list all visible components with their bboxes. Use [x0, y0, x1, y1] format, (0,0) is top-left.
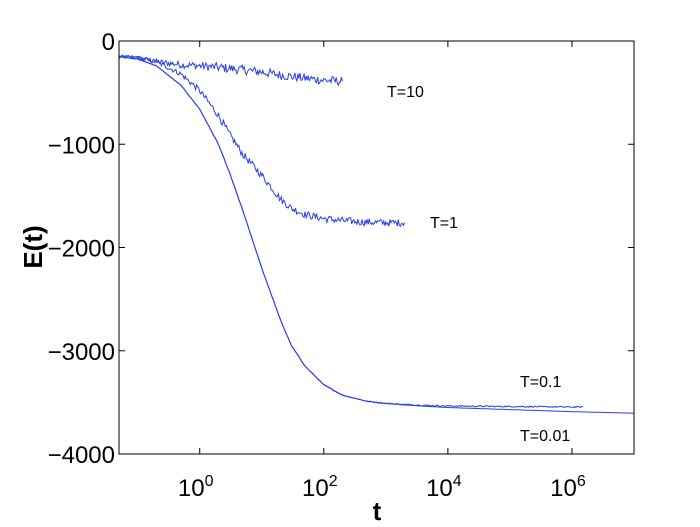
x-tick-label-1: 102 — [302, 473, 338, 502]
tick-labels-layer: 100 102 104 106 0 −1000 −2000 −3000 −4000 — [48, 29, 586, 502]
plot-background — [119, 41, 634, 454]
y-tick-label-4: −4000 — [48, 442, 115, 469]
x-axis-label: t — [373, 496, 382, 526]
x-tick-label-3: 106 — [550, 473, 586, 502]
x-tick-label-2: 104 — [426, 473, 462, 502]
x-tick-label-0: 100 — [178, 473, 214, 502]
series-layer — [118, 54, 634, 414]
y-tick-label-2: −2000 — [48, 236, 115, 263]
ticks-layer — [119, 40, 634, 455]
series-line-0 — [118, 54, 343, 87]
y-axis-label: E(t) — [18, 225, 48, 268]
series-line-1 — [118, 54, 405, 228]
y-tick-label-0: 0 — [102, 29, 115, 56]
series-line-3 — [118, 56, 634, 414]
y-tick-label-1: −1000 — [48, 132, 115, 159]
series-labels-layer: T=10 T=1 T=0.1 T=0.01 — [387, 84, 570, 445]
series-label-2: T=0.1 — [520, 374, 561, 391]
series-label-0: T=10 — [387, 84, 424, 101]
series-label-3: T=0.01 — [520, 428, 570, 445]
series-label-1: T=1 — [430, 215, 458, 232]
y-tick-label-3: −3000 — [48, 339, 115, 366]
